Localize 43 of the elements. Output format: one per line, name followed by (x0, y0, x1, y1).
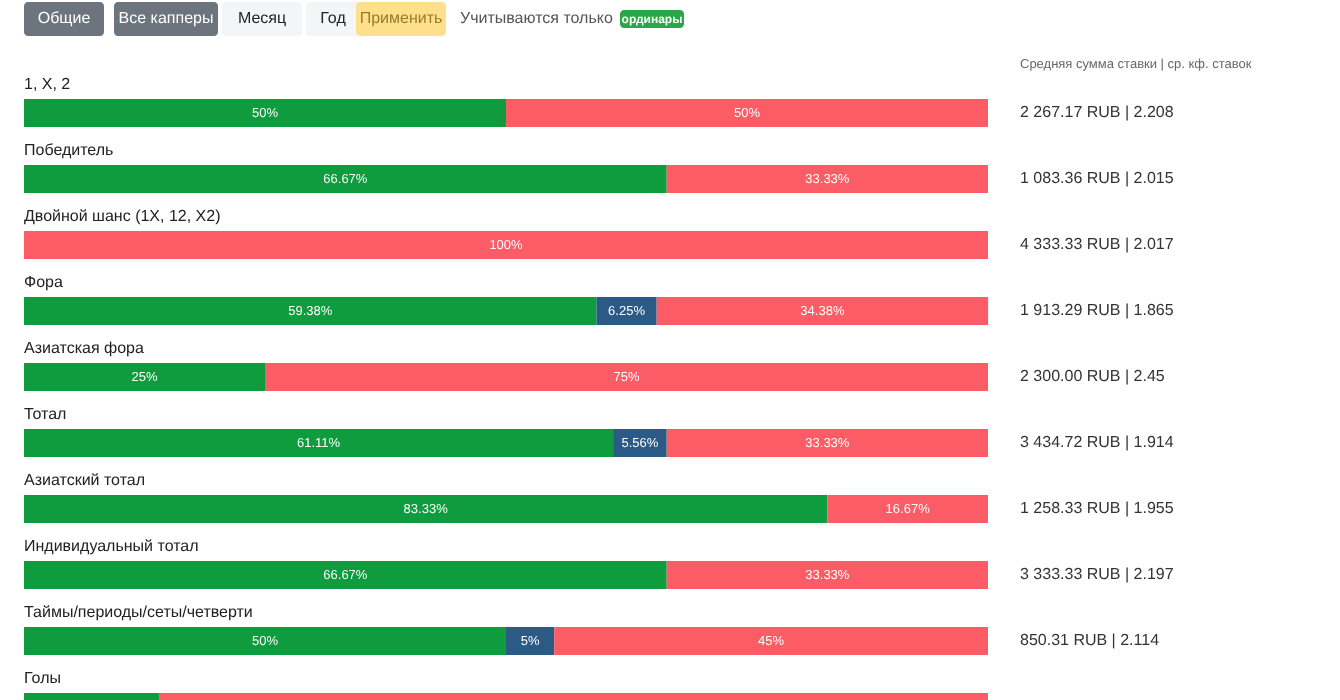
bar (24, 165, 667, 193)
text: 4 333.33 RUB | 2.017 (1020, 235, 1175, 253)
y-tick-label: Тотал (24, 405, 68, 423)
bar (24, 627, 506, 655)
text: Общие (37, 9, 92, 27)
text: Все капперы (118, 9, 214, 27)
y-tick-label: 1, X, 2 (24, 75, 72, 93)
text: Применить (359, 9, 443, 27)
bar (24, 297, 597, 325)
bar (24, 363, 265, 391)
bar (827, 495, 988, 523)
bar (666, 429, 988, 457)
bar (24, 495, 828, 523)
y-tick-label: Азиатская фора (24, 339, 145, 357)
text: 1 258.33 RUB | 1.955 (1020, 499, 1175, 517)
text: Учитываются только (460, 9, 614, 27)
bar (24, 429, 614, 457)
y-tick-label: Победитель (24, 141, 114, 159)
bar (656, 297, 989, 325)
text: 1 913.29 RUB | 1.865 (1020, 301, 1175, 319)
bar (506, 99, 988, 127)
bar (666, 165, 988, 193)
bar (24, 231, 988, 259)
bar (666, 561, 988, 589)
text: 1 083.36 RUB | 2.015 (1020, 169, 1175, 187)
text: Месяц (237, 9, 287, 27)
text: 2 300.00 RUB | 2.45 (1020, 367, 1166, 385)
y-tick-label: Таймы/периоды/сеты/четверти (24, 603, 253, 621)
y-tick-label: Индивидуальный тотал (24, 537, 200, 555)
text: 850.31 RUB | 2.114 (1020, 631, 1161, 649)
bar (24, 561, 667, 589)
bar (506, 627, 555, 655)
text: 3 434.72 RUB | 1.914 (1020, 433, 1175, 451)
y-tick-label: Двойной шанс (1X, 12, X2) (24, 207, 222, 225)
y-tick-label: Азиатский тотал (24, 471, 146, 489)
bar (554, 627, 988, 655)
text: 3 333.33 RUB | 2.197 (1020, 565, 1175, 583)
text: 2 267.17 RUB | 2.208 (1020, 103, 1175, 121)
bar (265, 363, 988, 391)
bar (24, 99, 506, 127)
y-tick-label: Фора (24, 273, 64, 291)
text: Год (320, 9, 347, 27)
y-tick-label: Голы (24, 669, 62, 687)
